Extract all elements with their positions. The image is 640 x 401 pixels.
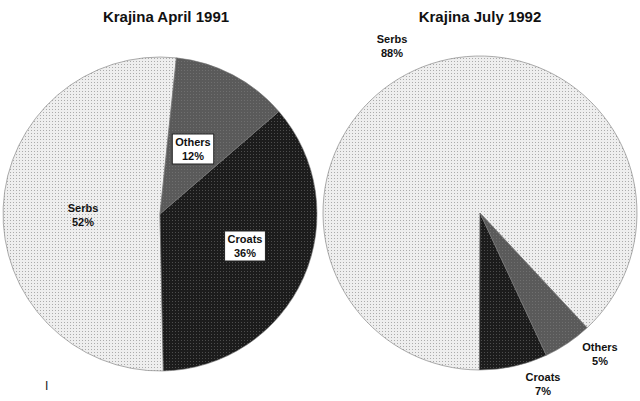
slice-label: Serbs 88% — [377, 33, 408, 59]
label-box — [225, 231, 266, 261]
category-label: Serbs — [377, 33, 408, 45]
category-label: Others — [582, 341, 617, 353]
slice-label: Croats 36% — [225, 231, 266, 261]
pie-slice — [160, 58, 279, 214]
pie-slice — [3, 57, 176, 371]
slice-label: Others 12% — [172, 134, 213, 164]
slices — [323, 56, 637, 370]
value-label: 88% — [381, 47, 403, 59]
value-label: 36% — [234, 247, 256, 259]
slice-label: Others 5% — [582, 341, 617, 367]
label-box — [172, 134, 213, 164]
category-label: Croats — [526, 371, 561, 383]
value-label: 12% — [182, 150, 204, 162]
slice-label: Serbs 52% — [68, 202, 99, 228]
chart-title: Krajina April 1991 — [103, 8, 229, 25]
annotation: I — [45, 379, 48, 393]
slice-label: Croats 7% — [526, 371, 561, 397]
pie-slice — [323, 56, 637, 370]
slices — [3, 57, 317, 371]
value-label: 52% — [72, 216, 94, 228]
value-label: 5% — [592, 355, 608, 367]
value-label: 7% — [535, 385, 551, 397]
pie-chart: Krajina July 1992 Serbs 88% Croats 7% Others 5… — [323, 8, 637, 397]
chart-title: Krajina July 1992 — [419, 8, 542, 25]
category-label: Croats — [228, 233, 263, 245]
category-label: Others — [175, 136, 210, 148]
pie-chart: Krajina April 1991 Serbs 52% Croats 36% Other… — [3, 8, 317, 393]
pie-slice — [160, 111, 317, 371]
pie-slice — [480, 213, 587, 355]
category-label: Serbs — [68, 202, 99, 214]
chart-canvas: Krajina April 1991 Serbs 52% Croats 36% Other… — [0, 0, 640, 401]
